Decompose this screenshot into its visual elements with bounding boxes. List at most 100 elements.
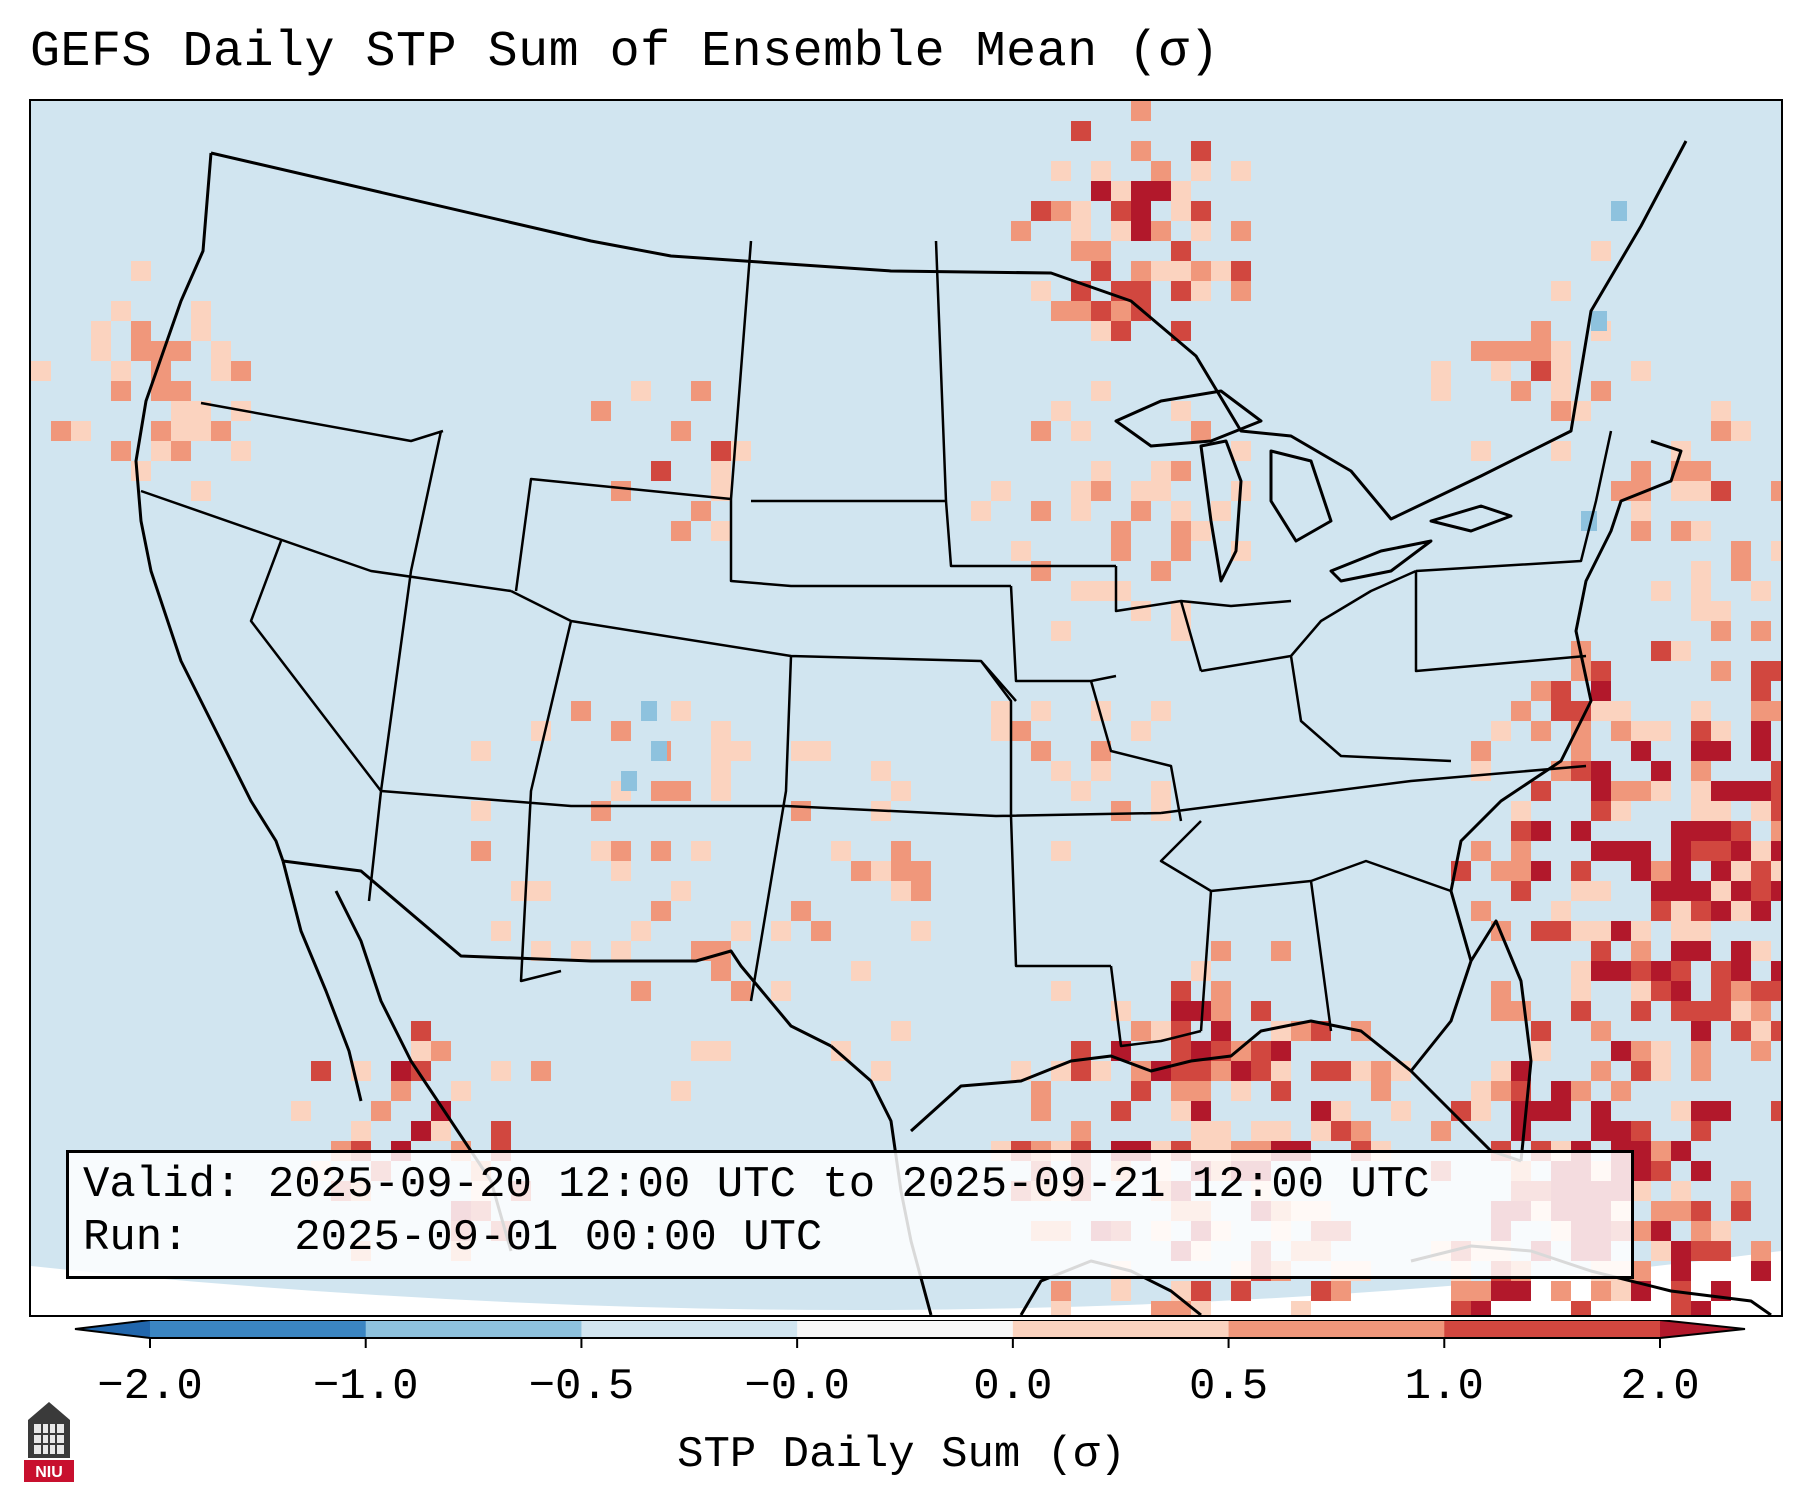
anomaly-cell [1631,1041,1651,1061]
anomaly-cell [1691,721,1711,741]
anomaly-cell [1651,781,1671,801]
anomaly-cell [731,741,751,761]
anomaly-cell [1771,881,1781,901]
anomaly-cell [1731,781,1751,801]
anomaly-cell-negative [621,771,637,791]
anomaly-cell [1071,1061,1091,1081]
anomaly-cell [1171,281,1191,301]
anomaly-cell [71,421,91,441]
anomaly-cell [1671,1261,1691,1281]
anomaly-cell [1591,781,1611,801]
anomaly-cell [1571,1301,1591,1315]
anomaly-cell [1471,741,1491,761]
anomaly-cell [1771,1021,1781,1041]
anomaly-cell [191,401,211,421]
anomaly-cell [1731,561,1751,581]
anomaly-cell [891,861,911,881]
anomaly-cell [1131,601,1151,621]
anomaly-cell [1271,1081,1291,1101]
anomaly-cell [1771,1101,1781,1121]
lake-erie [1329,539,1433,583]
anomaly-cell [1711,1221,1731,1241]
anomaly-cell [531,1061,551,1081]
anomaly-cell [871,761,891,781]
anomaly-cell [1631,1141,1651,1161]
anomaly-cell [1631,1001,1651,1021]
anomaly-cell [991,481,1011,501]
anomaly-cell [1691,781,1711,801]
anomaly-cell [1031,201,1051,221]
anomaly-cell [1711,841,1731,861]
map-panel[interactable] [29,99,1783,1317]
anomaly-cell [1551,361,1571,381]
anomaly-cell [431,1121,451,1141]
anomaly-cell [1151,261,1171,281]
anomaly-cell [1151,481,1171,501]
anomaly-cell [691,501,711,521]
anomaly-cell [1371,1061,1391,1081]
valid-row: Valid: 2025-09-20 12:00 UTC to 2025-09-2… [83,1159,1631,1212]
anomaly-cell [1071,301,1091,321]
anomaly-cell [691,941,711,961]
anomaly-cell [531,881,551,901]
anomaly-cell [1511,1121,1531,1141]
anomaly-cell [711,441,731,461]
anomaly-cell [1671,481,1691,501]
anomaly-cell [1631,961,1651,981]
anomaly-cell [1031,501,1051,521]
anomaly-cell [1551,1281,1571,1301]
anomaly-cell [1111,801,1131,821]
anomaly-cell [1191,1081,1211,1101]
anomaly-cell [1751,1021,1771,1041]
anomaly-cell [1671,1181,1691,1201]
anomaly-cell [731,921,751,941]
anomaly-cell [1071,581,1091,601]
anomaly-cell [1211,1021,1231,1041]
anomaly-cell [1491,1081,1511,1101]
anomaly-cell [1031,281,1051,301]
anomaly-cell [1691,901,1711,921]
anomaly-cell [1651,881,1671,901]
anomaly-cell [1171,401,1191,421]
map-canvas[interactable] [31,101,1781,1315]
anomaly-cell [211,341,231,361]
anomaly-cell [1571,961,1591,981]
us-canada-border [210,140,1688,521]
anomaly-cell [191,481,211,501]
anomaly-cell [1531,861,1551,881]
anomaly-cell [31,361,51,381]
anomaly-cell [1551,701,1571,721]
anomaly-cell [871,861,891,881]
anomaly-cell [1131,1021,1151,1041]
anomaly-cell [371,1101,391,1121]
anomaly-cell [491,921,511,941]
anomaly-cell [1671,881,1691,901]
anomaly-cell [651,461,671,481]
anomaly-cell [651,841,671,861]
valid-run-info-box: Valid: 2025-09-20 12:00 UTC to 2025-09-2… [66,1150,1634,1279]
anomaly-cell [1051,161,1071,181]
anomaly-cell [1751,1241,1771,1261]
anomaly-cell [1471,841,1491,861]
state-lines [140,240,1613,1048]
anomaly-cell [1571,661,1591,681]
anomaly-cell [1651,961,1671,981]
anomaly-cell [1211,261,1231,281]
anomaly-cell [1631,841,1651,861]
anomaly-cell [1451,1281,1471,1301]
anomaly-cell [1631,781,1651,801]
anomaly-cell [1131,721,1151,741]
anomaly-cell [1511,1001,1531,1021]
anomaly-cell [1171,181,1191,201]
anomaly-cell [711,781,731,801]
anomaly-cell [431,1041,451,1061]
anomaly-cell [1471,1101,1491,1121]
anomaly-cell [1291,1021,1311,1041]
anomaly-cell [1471,1301,1491,1315]
anomaly-cell [1231,261,1251,281]
anomaly-cell [1591,661,1611,681]
colorbar-segments [74,1320,1746,1339]
anomaly-cell [1751,1041,1771,1061]
anomaly-cell [1051,401,1071,421]
anomaly-cell [1631,1061,1651,1081]
